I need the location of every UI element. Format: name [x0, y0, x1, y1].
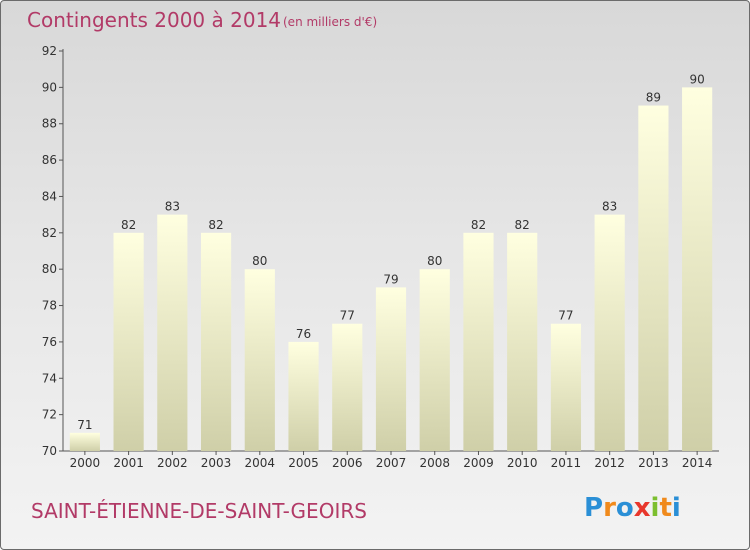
- y-tick-label: 70: [42, 444, 57, 458]
- x-tick-label: 2008: [419, 456, 450, 470]
- x-tick-label: 2002: [157, 456, 188, 470]
- x-tick-label: 2001: [113, 456, 144, 470]
- x-tick-label: 2012: [594, 456, 625, 470]
- bar-value-label: 71: [77, 418, 92, 432]
- bar: [550, 323, 582, 451]
- bar: [594, 214, 625, 451]
- bar-value-label: 82: [208, 218, 223, 232]
- y-tick-label: 92: [42, 44, 57, 58]
- bar-value-label: 82: [515, 218, 530, 232]
- y-tick-label: 80: [42, 262, 57, 276]
- bar: [507, 232, 538, 451]
- bar: [200, 232, 232, 451]
- bar-value-label: 82: [121, 218, 136, 232]
- bar-value-label: 77: [340, 309, 355, 323]
- y-tick-label: 86: [42, 153, 57, 167]
- bar-value-label: 83: [602, 200, 617, 214]
- y-tick-label: 72: [42, 408, 57, 422]
- proxiti-logo: Proxiti: [584, 493, 681, 523]
- x-tick-label: 2011: [551, 456, 582, 470]
- x-tick-label: 2006: [332, 456, 363, 470]
- chart-subtitle: (en milliers d'€): [283, 15, 377, 29]
- y-tick-label: 76: [42, 335, 57, 349]
- bar-value-label: 77: [558, 309, 573, 323]
- x-tick-label: 2000: [70, 456, 101, 470]
- bar: [113, 232, 144, 451]
- x-tick-label: 2004: [245, 456, 276, 470]
- bar: [157, 214, 188, 451]
- y-tick-label: 74: [42, 371, 57, 385]
- bar-value-label: 90: [689, 72, 704, 86]
- bar-value-label: 83: [165, 200, 180, 214]
- bar: [69, 432, 100, 451]
- bar-value-label: 89: [646, 91, 661, 105]
- y-tick-label: 90: [42, 80, 57, 94]
- x-tick-label: 2005: [288, 456, 319, 470]
- x-tick-label: 2013: [638, 456, 669, 470]
- y-tick-label: 78: [42, 299, 57, 313]
- bar: [332, 323, 363, 451]
- commune-name: SAINT-ÉTIENNE-DE-SAINT-GEOIRS: [31, 499, 367, 523]
- x-tick-label: 2010: [507, 456, 538, 470]
- bar-value-label: 80: [427, 254, 442, 268]
- bar: [244, 269, 275, 451]
- y-tick-label: 84: [42, 189, 57, 203]
- bar: [288, 341, 319, 451]
- bar: [682, 87, 713, 451]
- chart-bars: [69, 87, 713, 451]
- bar-value-label: 76: [296, 327, 311, 341]
- bar: [419, 269, 450, 451]
- x-tick-label: 2009: [463, 456, 494, 470]
- chart-title: Contingents 2000 à 2014: [27, 8, 281, 32]
- y-tick-label: 88: [42, 117, 57, 131]
- bar: [375, 287, 407, 451]
- y-tick-label: 82: [42, 226, 57, 240]
- bar-value-label: 80: [252, 254, 267, 268]
- bar-value-label: 79: [383, 272, 398, 286]
- bar: [638, 105, 669, 451]
- x-tick-label: 2014: [682, 456, 713, 470]
- x-tick-label: 2003: [201, 456, 232, 470]
- x-tick-label: 2007: [376, 456, 407, 470]
- chart-axes: 70 72 74 76 78 80 82 84 86 88 90 92 2000 2001 2002 2003…: [42, 44, 719, 470]
- bar: [463, 232, 494, 451]
- chart-labels: 71 82 83 82 80 76 77 79 80 82 82 77 83 89 90: [77, 72, 705, 431]
- bar-value-label: 82: [471, 218, 486, 232]
